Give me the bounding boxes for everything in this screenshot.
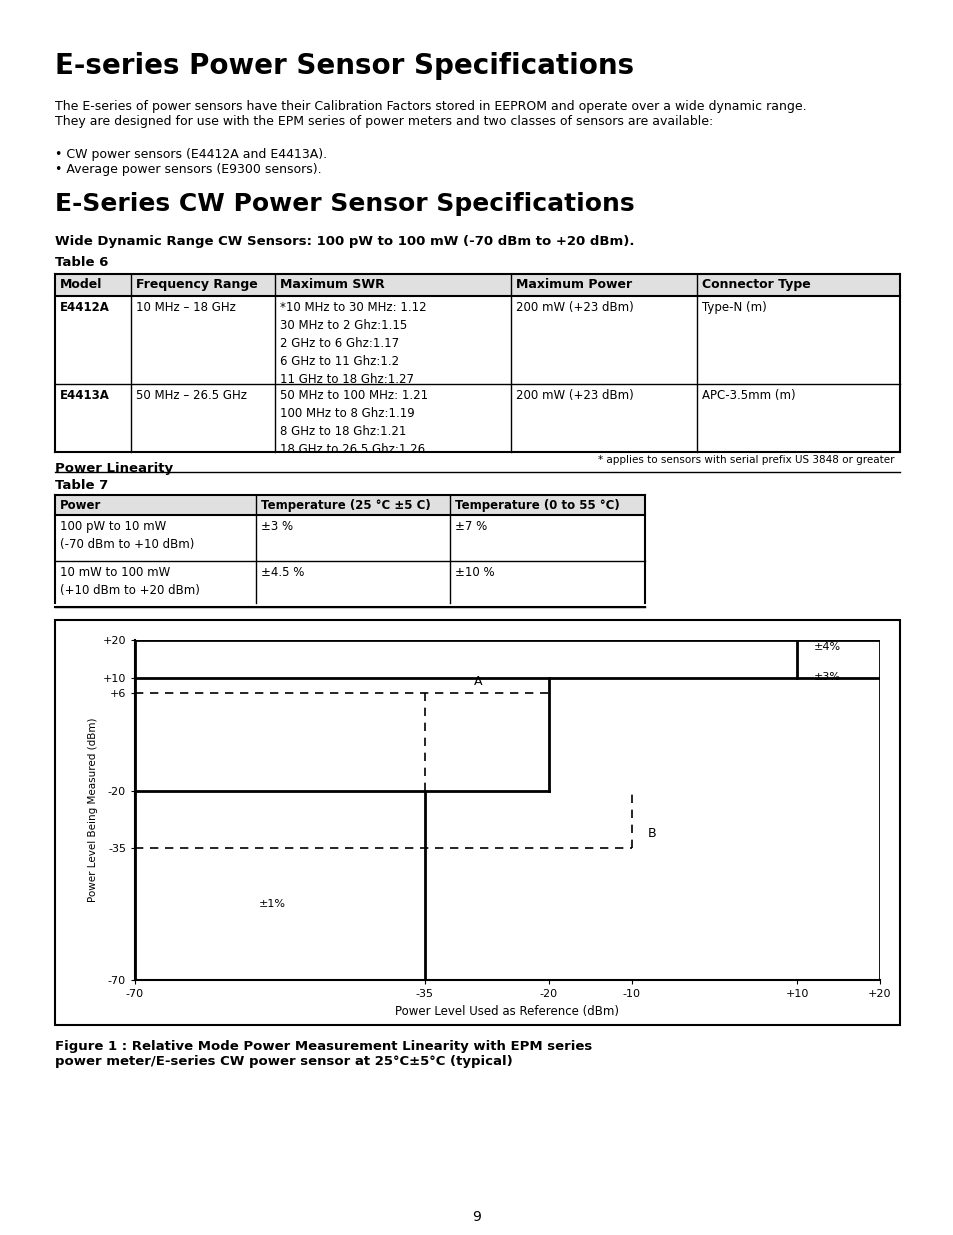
FancyBboxPatch shape (55, 495, 644, 515)
Text: APC-3.5mm (m): APC-3.5mm (m) (701, 389, 795, 403)
Text: A: A (474, 676, 482, 688)
Text: 10 MHz – 18 GHz: 10 MHz – 18 GHz (136, 301, 235, 314)
Text: Figure 1 : Relative Mode Power Measurement Linearity with EPM series
power meter: Figure 1 : Relative Mode Power Measureme… (55, 1040, 592, 1068)
Text: 200 mW (+23 dBm): 200 mW (+23 dBm) (516, 389, 634, 403)
Text: Table 6: Table 6 (55, 256, 109, 269)
Text: ±10 %: ±10 % (455, 566, 495, 579)
Text: 50 MHz – 26.5 GHz: 50 MHz – 26.5 GHz (136, 389, 247, 403)
Text: ±4%: ±4% (813, 642, 840, 652)
Text: ±3%: ±3% (813, 672, 840, 682)
Text: Connector Type: Connector Type (701, 278, 810, 291)
Text: Temperature (0 to 55 °C): Temperature (0 to 55 °C) (455, 499, 619, 513)
Text: 200 mW (+23 dBm): 200 mW (+23 dBm) (516, 301, 634, 314)
Text: The E-series of power sensors have their Calibration Factors stored in EEPROM an: The E-series of power sensors have their… (55, 100, 806, 128)
Text: Power: Power (60, 499, 101, 513)
Text: Frequency Range: Frequency Range (136, 278, 257, 291)
Text: Table 7: Table 7 (55, 479, 108, 492)
Text: Model: Model (60, 278, 102, 291)
Text: E4413A: E4413A (60, 389, 110, 403)
FancyBboxPatch shape (55, 274, 899, 296)
Text: E-series Power Sensor Specifications: E-series Power Sensor Specifications (55, 52, 634, 80)
Text: * applies to sensors with serial prefix US 3848 or greater: * applies to sensors with serial prefix … (598, 454, 894, 466)
Text: Temperature (25 °C ±5 C): Temperature (25 °C ±5 C) (260, 499, 430, 513)
Text: ±4.5 %: ±4.5 % (260, 566, 304, 579)
Text: ±1%: ±1% (259, 899, 286, 909)
Text: Type-N (m): Type-N (m) (701, 301, 766, 314)
Text: Power Linearity: Power Linearity (55, 462, 172, 475)
Text: 10 mW to 100 mW
(+10 dBm to +20 dBm): 10 mW to 100 mW (+10 dBm to +20 dBm) (60, 566, 200, 597)
Text: 50 MHz to 100 MHz: 1.21
100 MHz to 8 Ghz:1.19
8 GHz to 18 Ghz:1.21
18 GHz to 26.: 50 MHz to 100 MHz: 1.21 100 MHz to 8 Ghz… (279, 389, 427, 456)
Text: *10 MHz to 30 MHz: 1.12
30 MHz to 2 Ghz:1.15
2 GHz to 6 Ghz:1.17
6 GHz to 11 Ghz: *10 MHz to 30 MHz: 1.12 30 MHz to 2 Ghz:… (279, 301, 426, 387)
Text: B: B (647, 827, 657, 840)
Text: 9: 9 (472, 1210, 481, 1224)
Text: E-Series CW Power Sensor Specifications: E-Series CW Power Sensor Specifications (55, 191, 634, 216)
FancyBboxPatch shape (55, 620, 899, 1025)
Text: • CW power sensors (E4412A and E4413A).: • CW power sensors (E4412A and E4413A). (55, 148, 327, 161)
Text: ±7 %: ±7 % (455, 520, 487, 534)
X-axis label: Power Level Used as Reference (dBm): Power Level Used as Reference (dBm) (395, 1004, 618, 1018)
Text: ±3 %: ±3 % (260, 520, 293, 534)
Text: E4412A: E4412A (60, 301, 110, 314)
Y-axis label: Power Level Being Measured (dBm): Power Level Being Measured (dBm) (89, 718, 98, 903)
Text: Wide Dynamic Range CW Sensors: 100 pW to 100 mW (-70 dBm to +20 dBm).: Wide Dynamic Range CW Sensors: 100 pW to… (55, 235, 634, 248)
Text: Maximum SWR: Maximum SWR (279, 278, 384, 291)
Text: • Average power sensors (E9300 sensors).: • Average power sensors (E9300 sensors). (55, 163, 321, 177)
Text: Maximum Power: Maximum Power (516, 278, 632, 291)
Text: 100 pW to 10 mW
(-70 dBm to +10 dBm): 100 pW to 10 mW (-70 dBm to +10 dBm) (60, 520, 194, 551)
